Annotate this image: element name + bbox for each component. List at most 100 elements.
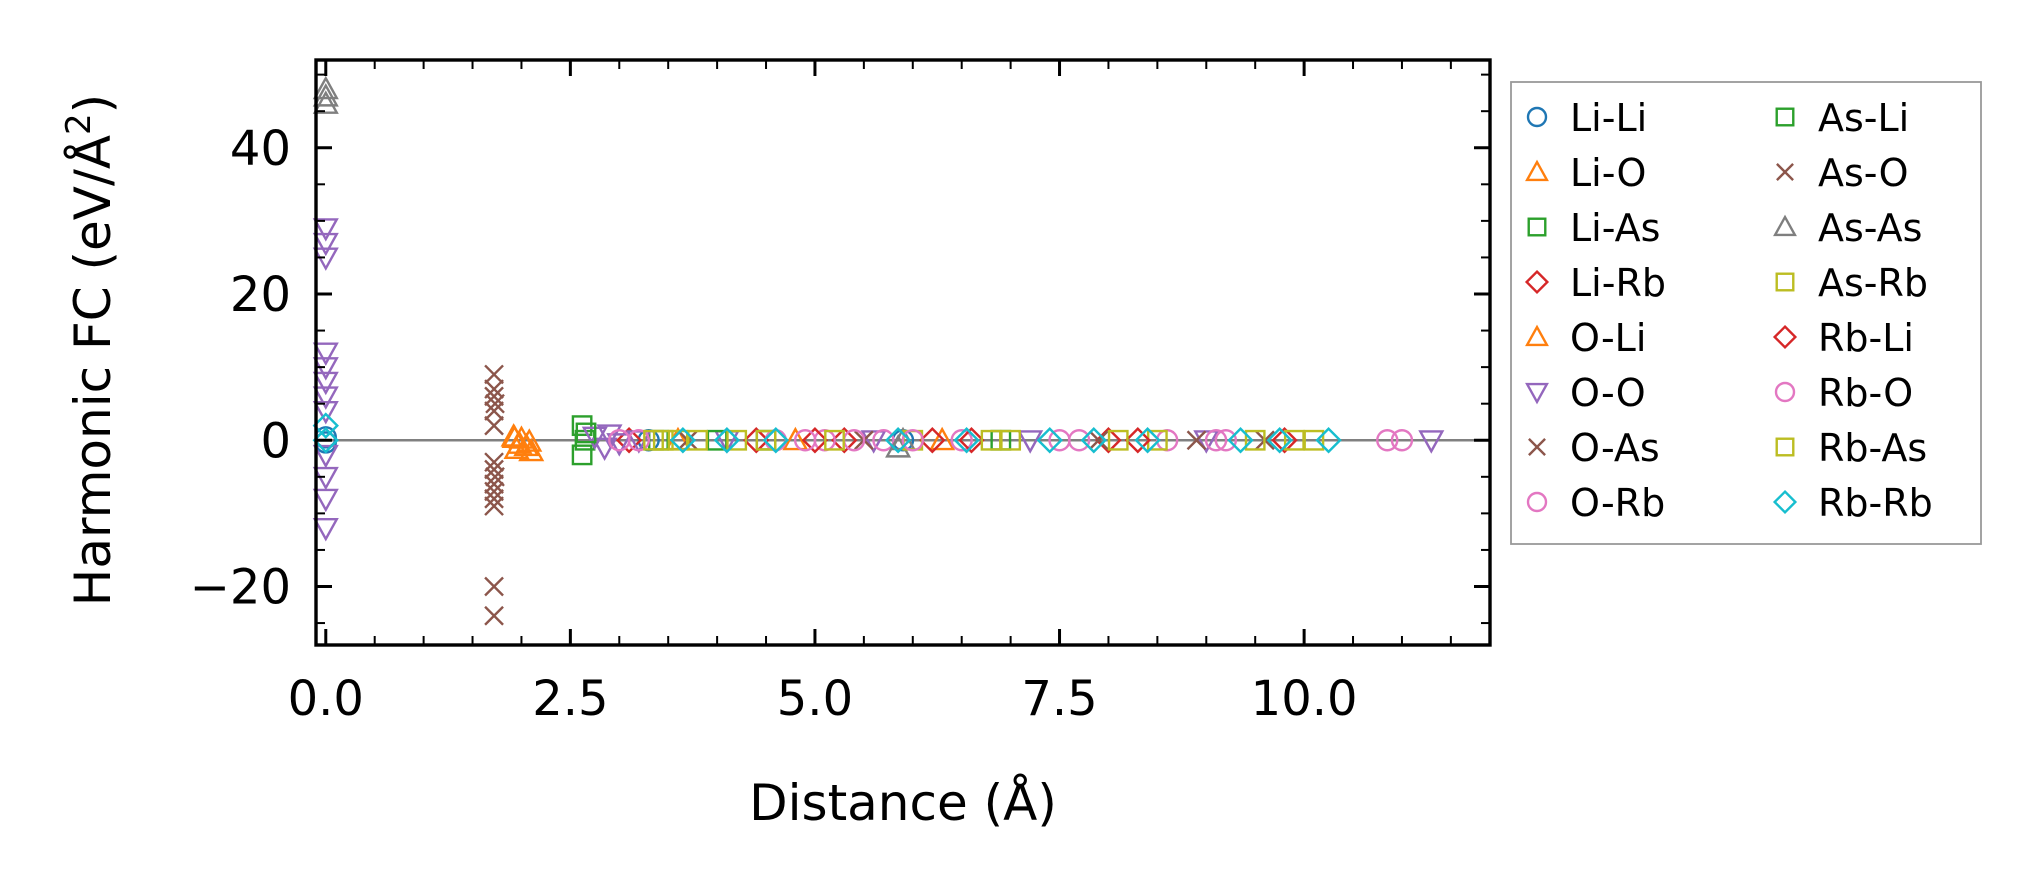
data-point [1244, 429, 1266, 451]
plot-frame [314, 58, 1492, 647]
series-rb-li [801, 427, 1151, 454]
data-point [575, 422, 597, 444]
y-axis-label-superscript: 2 [59, 113, 99, 135]
data-point [484, 401, 504, 421]
legend-label: Rb-O [1818, 371, 1913, 415]
series-as-as [312, 75, 917, 458]
data-point [1017, 430, 1044, 454]
data-point [824, 429, 845, 451]
series-o-o [312, 218, 1445, 542]
series-rb-rb [312, 412, 1342, 454]
legend-item-li-li: Li-Li [1526, 96, 1647, 140]
y-axis-label-close: ) [64, 94, 122, 114]
data-point [312, 386, 339, 410]
data-point [1088, 430, 1109, 451]
legend-label: Li-Rb [1570, 261, 1666, 305]
data-point [831, 427, 858, 454]
y-axis-label: Harmonic FC (eV/Å2) [59, 94, 122, 606]
data-point [312, 518, 339, 542]
data-point [312, 466, 339, 491]
data-point [884, 427, 912, 454]
legend: Li-Li Li-O Li-As Li-Rb O-Li O-O O-As O-Rb As-Li A… [1510, 81, 1982, 545]
legend-marker [1527, 217, 1547, 237]
y-tick-label: 40 [230, 121, 291, 177]
legend-item-o-rb: O-Rb [1526, 481, 1665, 525]
data-point [1080, 427, 1107, 454]
data-point [950, 429, 973, 452]
data-point [516, 428, 543, 452]
data-point [872, 429, 895, 452]
legend-marker [1772, 324, 1798, 350]
data-point [782, 426, 809, 451]
data-point [1390, 429, 1414, 452]
data-point [312, 357, 339, 381]
data-point [1418, 430, 1445, 454]
data-point [1271, 427, 1298, 454]
data-point [860, 430, 887, 454]
data-point [1124, 427, 1151, 454]
data-point [1193, 430, 1220, 454]
data-point [743, 427, 770, 454]
data-point [484, 459, 504, 480]
legend-label: Li-As [1570, 206, 1660, 250]
data-point [1214, 429, 1238, 452]
data-point [627, 429, 651, 452]
legend-marker [1775, 272, 1795, 292]
legend-marker [1526, 106, 1548, 128]
data-point [919, 427, 946, 454]
data-point [953, 427, 980, 454]
legend-label: O-Li [1570, 316, 1646, 360]
data-point [312, 83, 339, 107]
x-tick-label: 0.0 [288, 671, 364, 727]
y-axis-label-main: Harmonic FC (eV/Å [64, 135, 122, 606]
legend-marker [1774, 381, 1796, 403]
y-tick-label: −20 [190, 560, 291, 616]
legend-label: Li-Li [1570, 96, 1647, 140]
legend-item-rb-li: Rb-Li [1772, 316, 1914, 360]
data-point [484, 364, 504, 385]
legend-label: O-Rb [1570, 481, 1665, 525]
data-point [1204, 429, 1228, 452]
legend-item-o-as: O-As [1528, 426, 1660, 470]
data-point [484, 474, 504, 494]
x-tick-label: 7.5 [1021, 671, 1097, 727]
data-point [312, 412, 339, 439]
legend-label: As-Li [1818, 96, 1909, 140]
data-point [506, 430, 533, 454]
data-point [1036, 427, 1063, 454]
data-point [606, 433, 633, 457]
data-point [312, 90, 339, 114]
legend-marker [1528, 438, 1546, 456]
legend-label: O-O [1570, 371, 1646, 415]
legend-item-rb-as: Rb-As [1775, 426, 1927, 470]
data-point [958, 427, 985, 454]
data-point [713, 427, 741, 454]
legend-item-as-as: As-As [1773, 206, 1922, 250]
data-point [312, 427, 339, 454]
legend-label: Rb-As [1818, 426, 1927, 470]
data-point [484, 496, 504, 516]
data-point [571, 415, 593, 437]
series-layer [312, 75, 1445, 626]
legend-label: Rb-Li [1818, 316, 1914, 360]
legend-item-as-rb: As-Rb [1775, 261, 1928, 305]
series-rb-o [793, 429, 1228, 452]
data-point [1376, 429, 1399, 452]
data-point [312, 444, 339, 469]
plot-area: 0.0 2.5 5.0 7.5 10.0 −20 0 20 40 [190, 58, 1492, 727]
data-point [1283, 429, 1305, 451]
data-point [901, 429, 924, 452]
data-point [1266, 427, 1293, 454]
data-point [929, 426, 956, 451]
legend-label: O-As [1570, 426, 1660, 470]
legend-marker [1524, 269, 1550, 295]
legend-item-rb-rb: Rb-Rb [1772, 481, 1933, 525]
data-point [484, 386, 504, 407]
legend-item-as-li: As-Li [1775, 96, 1909, 140]
data-point [484, 415, 504, 436]
legend-frame [1510, 81, 1982, 545]
legend-item-as-o: As-O [1776, 151, 1908, 195]
legend-label: As-Rb [1818, 261, 1928, 305]
series-o-as [484, 364, 1207, 626]
